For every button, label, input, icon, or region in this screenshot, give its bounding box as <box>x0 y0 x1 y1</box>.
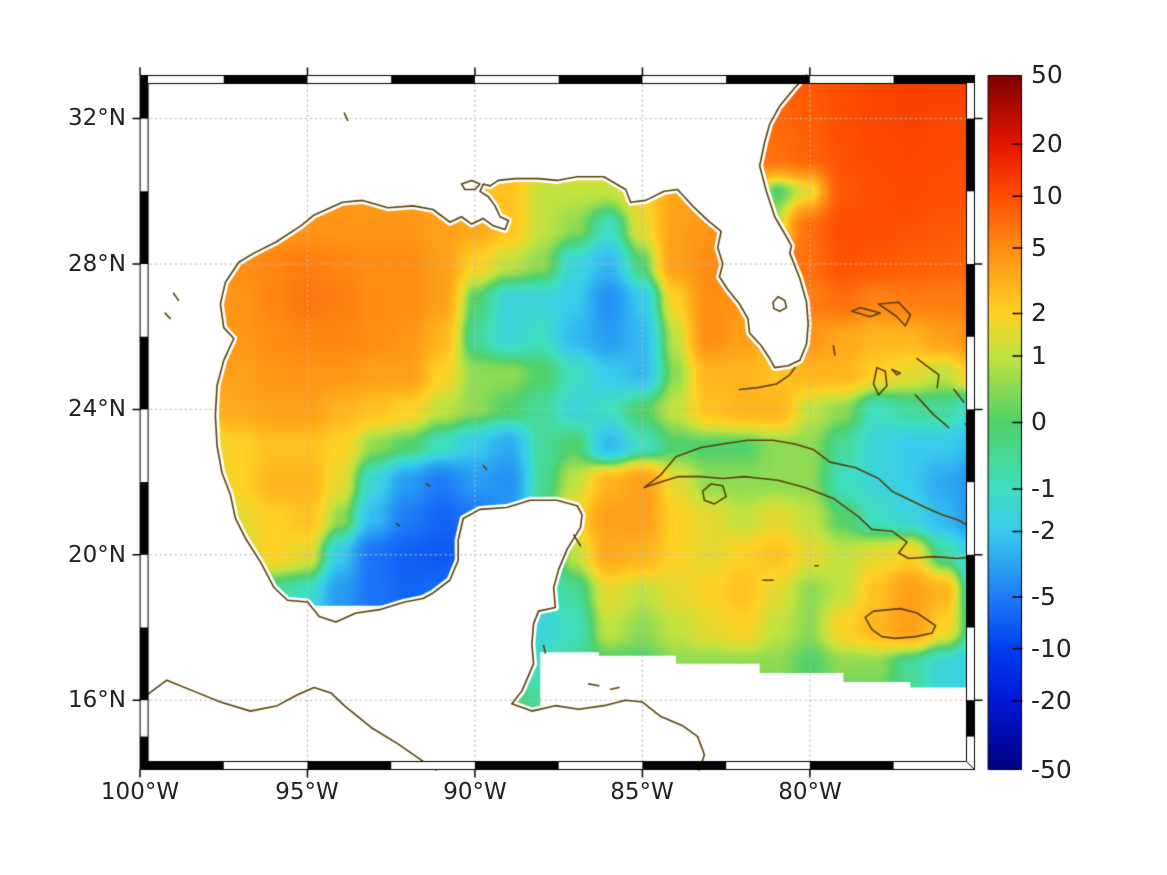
colorbar-tick-label: 50 <box>1031 60 1063 89</box>
x-tick-label: 90°W <box>443 779 507 805</box>
x-tick-label: 100°W <box>100 779 180 805</box>
colorbar-tick-label: -50 <box>1031 755 1072 784</box>
y-tick-label: 20°N <box>68 542 126 568</box>
colorbar-tick-label: 5 <box>1031 233 1047 262</box>
colorbar-tick-label: -5 <box>1031 582 1056 611</box>
colorbar-tick-label: 10 <box>1031 181 1063 210</box>
colorbar-tick-label: 2 <box>1031 298 1047 327</box>
x-tick-label: 80°W <box>778 779 842 805</box>
colorbar-tick-label: -2 <box>1031 516 1056 545</box>
colorbar-tick-label: -10 <box>1031 634 1072 663</box>
y-tick-label: 24°N <box>68 396 126 422</box>
y-tick-label: 16°N <box>68 687 126 713</box>
colorbar-tick-label: -1 <box>1031 474 1056 503</box>
colorbar-tick-label: 20 <box>1031 129 1063 158</box>
x-tick-label: 85°W <box>610 779 674 805</box>
y-tick-label: 32°N <box>68 105 126 131</box>
colorbar-tick-label: -20 <box>1031 686 1072 715</box>
y-tick-label: 28°N <box>68 251 126 277</box>
x-tick-label: 95°W <box>275 779 339 805</box>
colorbar-tick-label: 1 <box>1031 341 1047 370</box>
colorbar-tick-label: 0 <box>1031 407 1047 436</box>
